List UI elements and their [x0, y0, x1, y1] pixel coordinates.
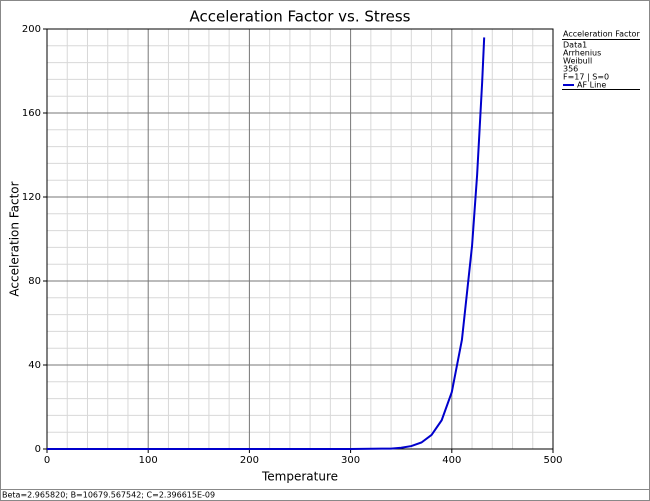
x-tick-label: 500 — [543, 455, 562, 466]
y-tick-label: 200 — [22, 24, 41, 35]
y-axis-label: Acceleration Factor — [8, 181, 22, 296]
y-tick-label: 120 — [22, 192, 41, 203]
legend-info: F=17 | S=0 — [563, 73, 609, 82]
legend-title: Acceleration Factor — [563, 30, 640, 39]
x-tick-label: 300 — [341, 455, 360, 466]
y-tick-label: 160 — [22, 108, 41, 119]
plot-area — [47, 29, 553, 449]
legend: Acceleration Factor Data1ArrheniusWeibul… — [562, 30, 640, 90]
x-tick-label: 200 — [240, 455, 259, 466]
y-tick-label: 0 — [35, 444, 41, 455]
y-tick-label: 40 — [28, 360, 41, 371]
footer-text: Beta=2.965820; B=10679.567542; C=2.39661… — [2, 491, 215, 500]
legend-info: Arrhenius — [563, 49, 601, 58]
chart-title: Acceleration Factor vs. Stress — [190, 8, 411, 26]
legend-label: AF Line — [577, 81, 606, 90]
x-tick-label: 0 — [44, 455, 50, 466]
data-line — [47, 37, 486, 450]
x-tick-label: 400 — [442, 455, 461, 466]
legend-info: Weibull — [563, 57, 592, 66]
legend-info: 356 — [563, 65, 578, 74]
x-axis-label: Temperature — [261, 470, 338, 484]
legend-info: Data1 — [563, 41, 587, 50]
x-tick-label: 100 — [139, 455, 158, 466]
y-tick-label: 80 — [28, 276, 41, 287]
